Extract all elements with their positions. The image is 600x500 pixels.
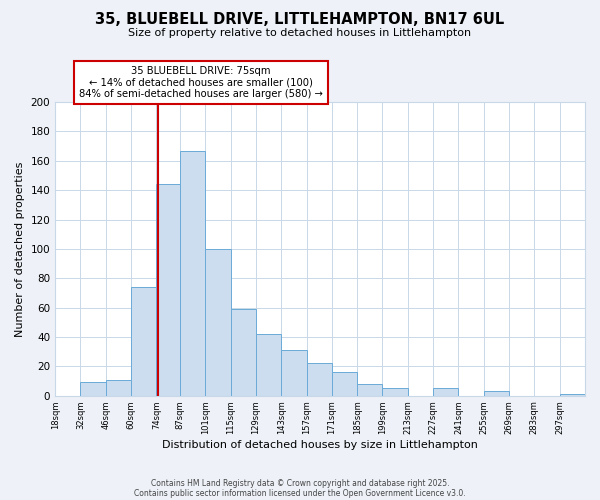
Text: Contains public sector information licensed under the Open Government Licence v3: Contains public sector information licen… — [134, 489, 466, 498]
X-axis label: Distribution of detached houses by size in Littlehampton: Distribution of detached houses by size … — [162, 440, 478, 450]
Bar — [80, 382, 106, 396]
Text: Size of property relative to detached houses in Littlehampton: Size of property relative to detached ho… — [128, 28, 472, 38]
Bar — [131, 287, 157, 396]
Bar — [560, 394, 585, 396]
Text: Contains HM Land Registry data © Crown copyright and database right 2025.: Contains HM Land Registry data © Crown c… — [151, 479, 449, 488]
Bar — [256, 334, 281, 396]
Bar — [205, 249, 230, 396]
Bar — [180, 150, 205, 396]
Bar — [357, 384, 382, 396]
Text: 35 BLUEBELL DRIVE: 75sqm
← 14% of detached houses are smaller (100)
84% of semi-: 35 BLUEBELL DRIVE: 75sqm ← 14% of detach… — [79, 66, 323, 99]
Y-axis label: Number of detached properties: Number of detached properties — [15, 161, 25, 336]
Bar — [230, 309, 256, 396]
Text: 35, BLUEBELL DRIVE, LITTLEHAMPTON, BN17 6UL: 35, BLUEBELL DRIVE, LITTLEHAMPTON, BN17 … — [95, 12, 505, 28]
Bar — [484, 392, 509, 396]
Bar — [433, 388, 458, 396]
Bar — [332, 372, 357, 396]
Bar — [382, 388, 408, 396]
Bar — [157, 184, 180, 396]
Bar — [106, 380, 131, 396]
Bar — [281, 350, 307, 396]
Bar — [307, 364, 332, 396]
